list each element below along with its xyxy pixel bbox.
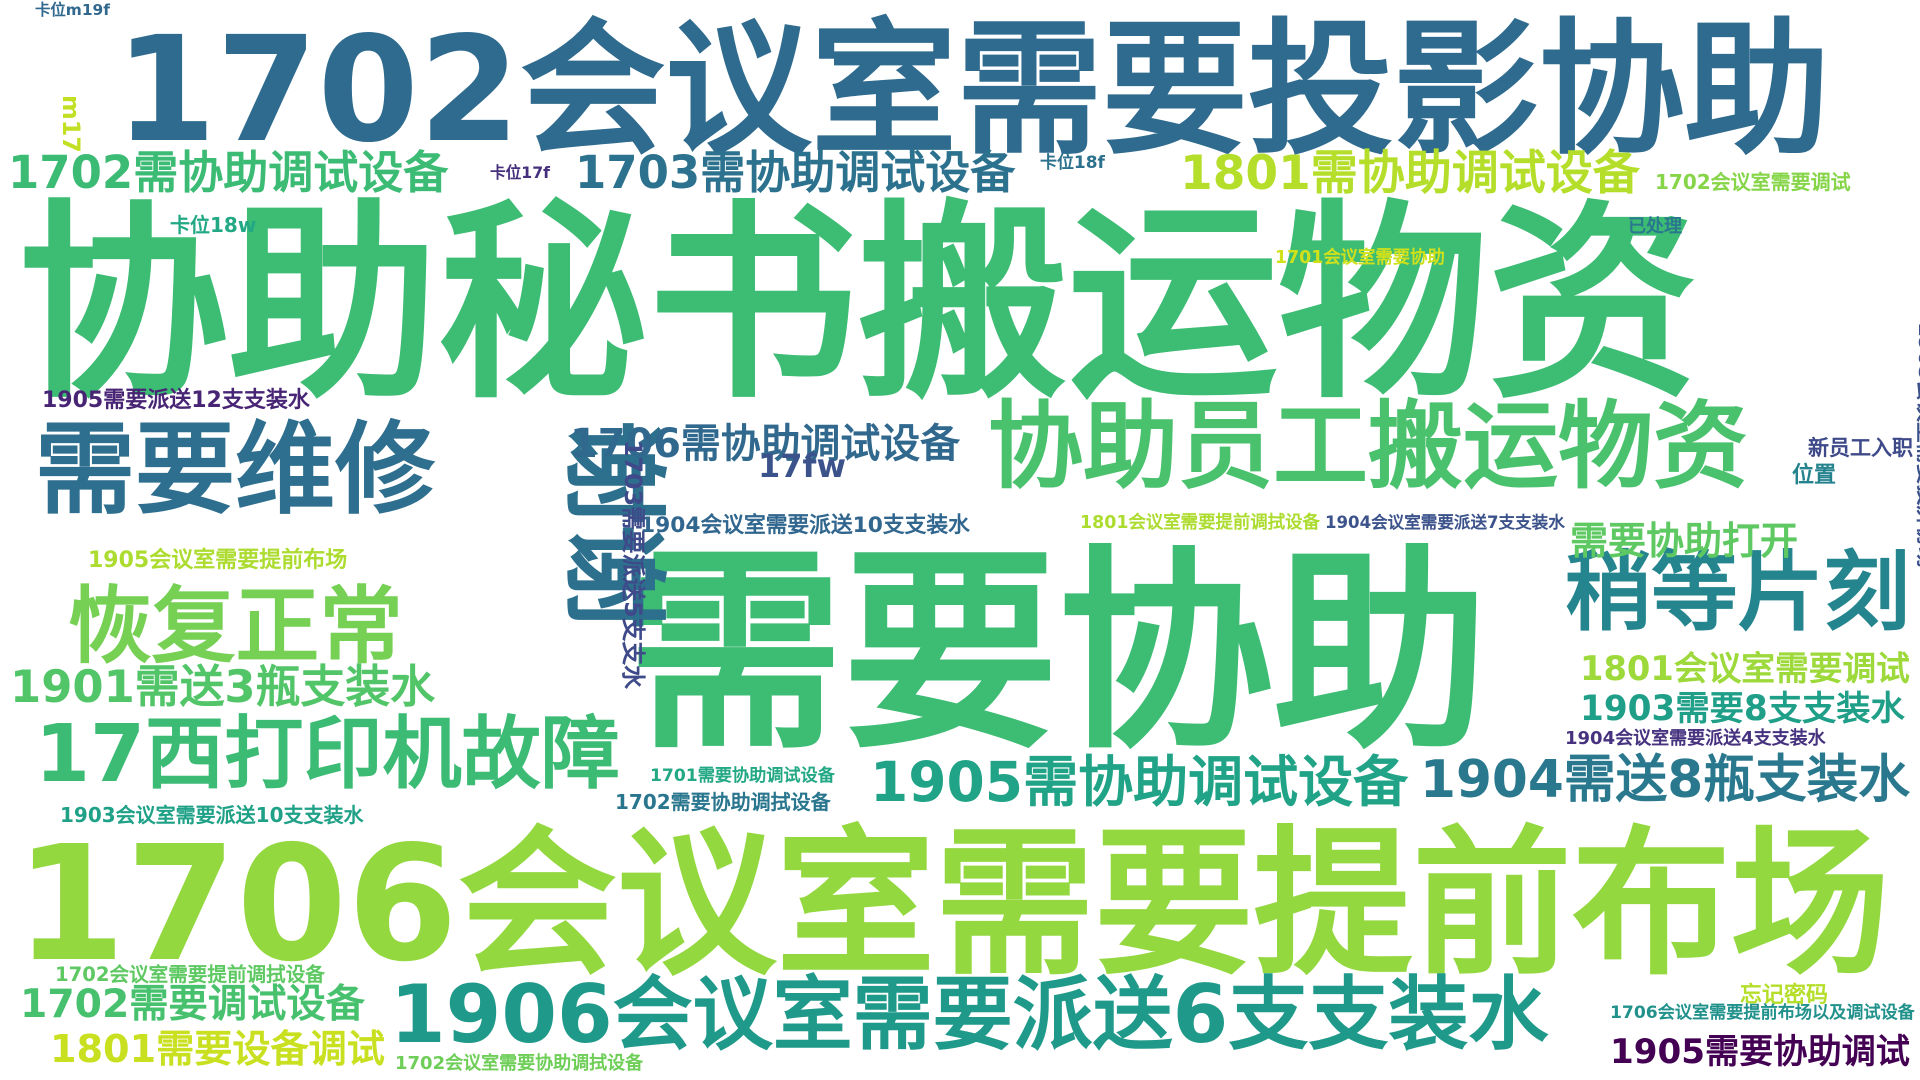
cloud-word: 1905需要派送12支支装水 (42, 388, 310, 413)
cloud-word: 1706需协助调试设备 (570, 421, 960, 467)
cloud-word: 1703需协助调试设备 (575, 146, 1016, 199)
cloud-word: 1702需要协助调拭设备 (615, 790, 831, 814)
cloud-word: 新员工入职 (1808, 436, 1913, 460)
cloud-word: 需要协助 (628, 527, 1488, 778)
cloud-word: 1703需要派送5支支水 (618, 440, 647, 689)
cloud-word: 忘记密码 (1740, 983, 1829, 1008)
cloud-word: 1702会议室需要协助调拭设备 (395, 1053, 644, 1074)
cloud-word: 1903会议室需要派送10支支装水 (60, 803, 364, 827)
cloud-word: 1904会议室需要派送4支支装水 (1565, 728, 1826, 749)
cloud-word: 已处理 (1628, 216, 1682, 237)
cloud-word: 1702需要调试设备 (20, 982, 365, 1027)
cloud-word: 1801会议室需要调试 (1580, 649, 1910, 688)
cloud-word: 1904需送8瓶支装水 (1420, 750, 1910, 810)
cloud-word: 1906会议室需要派送6支支装水 (390, 968, 1549, 1061)
cloud-word: 1702会议室需要投影协助 (115, 6, 1830, 175)
cloud-word: 协助秘书搬运物资 (18, 182, 1699, 427)
cloud-word: 卡位m19f (35, 1, 110, 19)
cloud-word: 协助员工搬运物资 (988, 392, 1749, 502)
cloud-word: 需要协助打开 (1570, 519, 1799, 563)
cloud-word: 1903需要8支支装水 (1580, 689, 1905, 729)
cloud-word: 1801需协助调试设备 (1180, 146, 1640, 201)
cloud-word: 卡位18w (170, 213, 257, 237)
cloud-word: 卡位17f (490, 163, 550, 182)
cloud-word: 1706会议室需要提前布场以及调试设备 (1610, 1003, 1915, 1023)
cloud-word: 17西打印机故障 (35, 708, 620, 800)
cloud-word: 1904会议室需要派送7支支装水 (1325, 513, 1565, 532)
cloud-word: 卡位18f (1040, 153, 1105, 173)
cloud-word: 1706会议室需要提前布场 (15, 811, 1890, 997)
cloud-word: 1701需要协助调试设备 (650, 766, 835, 786)
cloud-word: 1904会议室需要派送10支支装水 (640, 513, 970, 538)
cloud-word: 1702需协助调试设备 (8, 146, 449, 199)
cloud-word: 1801需要设备调试 (50, 1027, 385, 1071)
cloud-word: 恢复正常 (68, 577, 404, 675)
cloud-word: 稍等片刻 (1565, 543, 1911, 643)
cloud-word: 17fw (758, 447, 847, 485)
cloud-word: 1901需送3瓶支装水 (10, 660, 435, 713)
cloud-word: 1702会议室需要调试 (1655, 170, 1851, 194)
cloud-word: 1801会议室需要提前调拭设备 (1080, 513, 1320, 533)
cloud-word: 需要维修 (35, 411, 435, 528)
cloud-word: 1702会议室需要提前调拭设备 (55, 963, 325, 986)
cloud-word: 1905会议室需要投屏协助 (1913, 322, 1920, 569)
cloud-word: 1905需协助调试设备 (870, 750, 1409, 814)
cloud-word: 1905会议室需要提前布场 (88, 548, 348, 573)
cloud-word: 位置 (1792, 463, 1837, 488)
cloud-word: 1701会议室需要协助 (1275, 248, 1445, 268)
cloud-word: m17 (56, 95, 85, 153)
cloud-word: 1905需要协助调试 (1610, 1032, 1910, 1072)
